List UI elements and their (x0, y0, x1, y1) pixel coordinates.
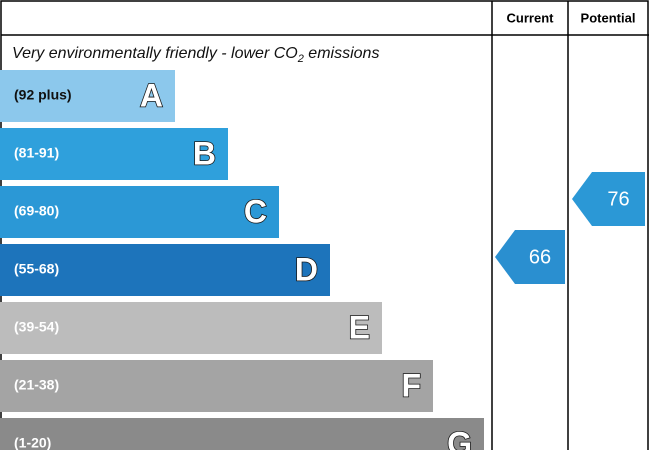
chart-title: Very environmentally friendly - lower CO… (12, 45, 379, 65)
band-bar (0, 186, 279, 238)
band-range: (55-68) (14, 261, 59, 277)
band-bar (0, 360, 433, 412)
band-range: (1-20) (14, 435, 51, 450)
band-letter: G (447, 425, 472, 450)
band-range: (81-91) (14, 145, 59, 161)
band-range: (21-38) (14, 377, 59, 393)
band-letter: D (295, 251, 318, 287)
band-range: (69-80) (14, 203, 59, 219)
current-header: Current (507, 10, 555, 25)
band-bar (0, 244, 330, 296)
band-range: (92 plus) (14, 87, 72, 103)
current-value: 66 (529, 246, 551, 268)
title-text: Very environmentally friendly - lower CO (12, 45, 298, 62)
title-subscript: 2 (297, 53, 304, 65)
band-letter: C (244, 193, 267, 229)
band-bar (0, 418, 484, 450)
potential-value: 76 (607, 188, 629, 210)
band-bar (0, 302, 382, 354)
current-arrow (495, 230, 565, 284)
band-letter: A (140, 77, 163, 113)
band-bar (0, 128, 228, 180)
band-range: (39-54) (14, 319, 59, 335)
band-letter: B (193, 135, 216, 171)
potential-arrow (572, 172, 645, 226)
band-letter: E (349, 309, 370, 345)
band-letter: F (401, 367, 421, 403)
potential-header: Potential (581, 10, 636, 25)
title-rest: emissions (304, 45, 380, 62)
band-bar (0, 70, 175, 122)
